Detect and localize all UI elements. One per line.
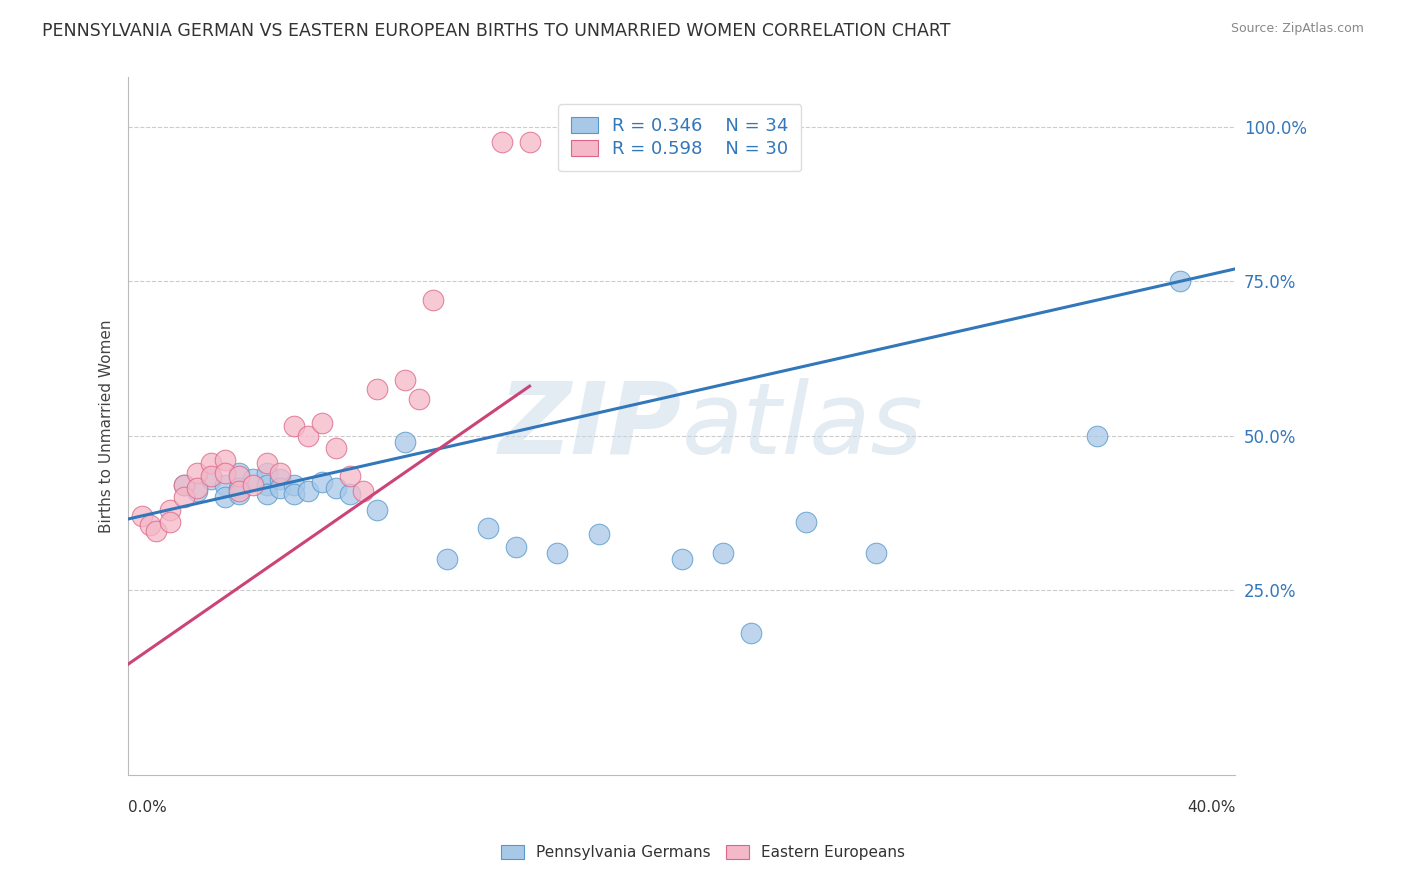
Point — [200, 468, 222, 483]
Y-axis label: Births to Unmarried Women: Births to Unmarried Women — [100, 319, 114, 533]
Point — [1085, 428, 1108, 442]
Point — [256, 478, 278, 492]
Text: 0.0%: 0.0% — [128, 800, 167, 815]
Point — [228, 487, 250, 501]
Text: 40.0%: 40.0% — [1187, 800, 1236, 815]
Point — [256, 457, 278, 471]
Point — [422, 293, 444, 307]
Legend: Pennsylvania Germans, Eastern Europeans: Pennsylvania Germans, Eastern Europeans — [495, 839, 911, 866]
Point — [519, 136, 541, 150]
Point — [865, 546, 887, 560]
Text: ZIP: ZIP — [499, 378, 682, 475]
Point — [228, 466, 250, 480]
Point — [339, 468, 361, 483]
Point — [311, 475, 333, 489]
Point — [159, 515, 181, 529]
Point — [228, 468, 250, 483]
Point — [269, 481, 291, 495]
Point — [173, 478, 195, 492]
Point — [214, 478, 236, 492]
Text: atlas: atlas — [682, 378, 924, 475]
Point — [145, 524, 167, 539]
Point — [256, 487, 278, 501]
Point — [242, 478, 264, 492]
Point — [366, 382, 388, 396]
Point — [200, 457, 222, 471]
Point — [283, 419, 305, 434]
Text: Source: ZipAtlas.com: Source: ZipAtlas.com — [1230, 22, 1364, 36]
Point — [711, 546, 734, 560]
Point — [588, 527, 610, 541]
Point — [297, 484, 319, 499]
Point — [394, 373, 416, 387]
Point — [325, 481, 347, 495]
Text: PENNSYLVANIA GERMAN VS EASTERN EUROPEAN BIRTHS TO UNMARRIED WOMEN CORRELATION CH: PENNSYLVANIA GERMAN VS EASTERN EUROPEAN … — [42, 22, 950, 40]
Point — [491, 136, 513, 150]
Point — [394, 434, 416, 449]
Legend: R = 0.346    N = 34, R = 0.598    N = 30: R = 0.346 N = 34, R = 0.598 N = 30 — [558, 103, 801, 171]
Point — [214, 466, 236, 480]
Point — [186, 466, 208, 480]
Point — [311, 417, 333, 431]
Point — [228, 481, 250, 495]
Point — [269, 466, 291, 480]
Point — [228, 484, 250, 499]
Point — [283, 487, 305, 501]
Point — [366, 502, 388, 516]
Point — [139, 518, 162, 533]
Point — [477, 521, 499, 535]
Point — [159, 502, 181, 516]
Point — [242, 472, 264, 486]
Point — [794, 515, 817, 529]
Point — [131, 508, 153, 523]
Point — [325, 441, 347, 455]
Point — [505, 540, 527, 554]
Point — [353, 484, 375, 499]
Point — [671, 552, 693, 566]
Point — [256, 466, 278, 480]
Point — [173, 491, 195, 505]
Point — [186, 481, 208, 495]
Point — [173, 478, 195, 492]
Point — [269, 472, 291, 486]
Point — [214, 491, 236, 505]
Point — [1168, 274, 1191, 288]
Point — [186, 484, 208, 499]
Point — [740, 626, 762, 640]
Point — [436, 552, 458, 566]
Point — [546, 546, 568, 560]
Point — [214, 453, 236, 467]
Point — [200, 472, 222, 486]
Point — [408, 392, 430, 406]
Point — [339, 487, 361, 501]
Point — [297, 428, 319, 442]
Point — [283, 478, 305, 492]
